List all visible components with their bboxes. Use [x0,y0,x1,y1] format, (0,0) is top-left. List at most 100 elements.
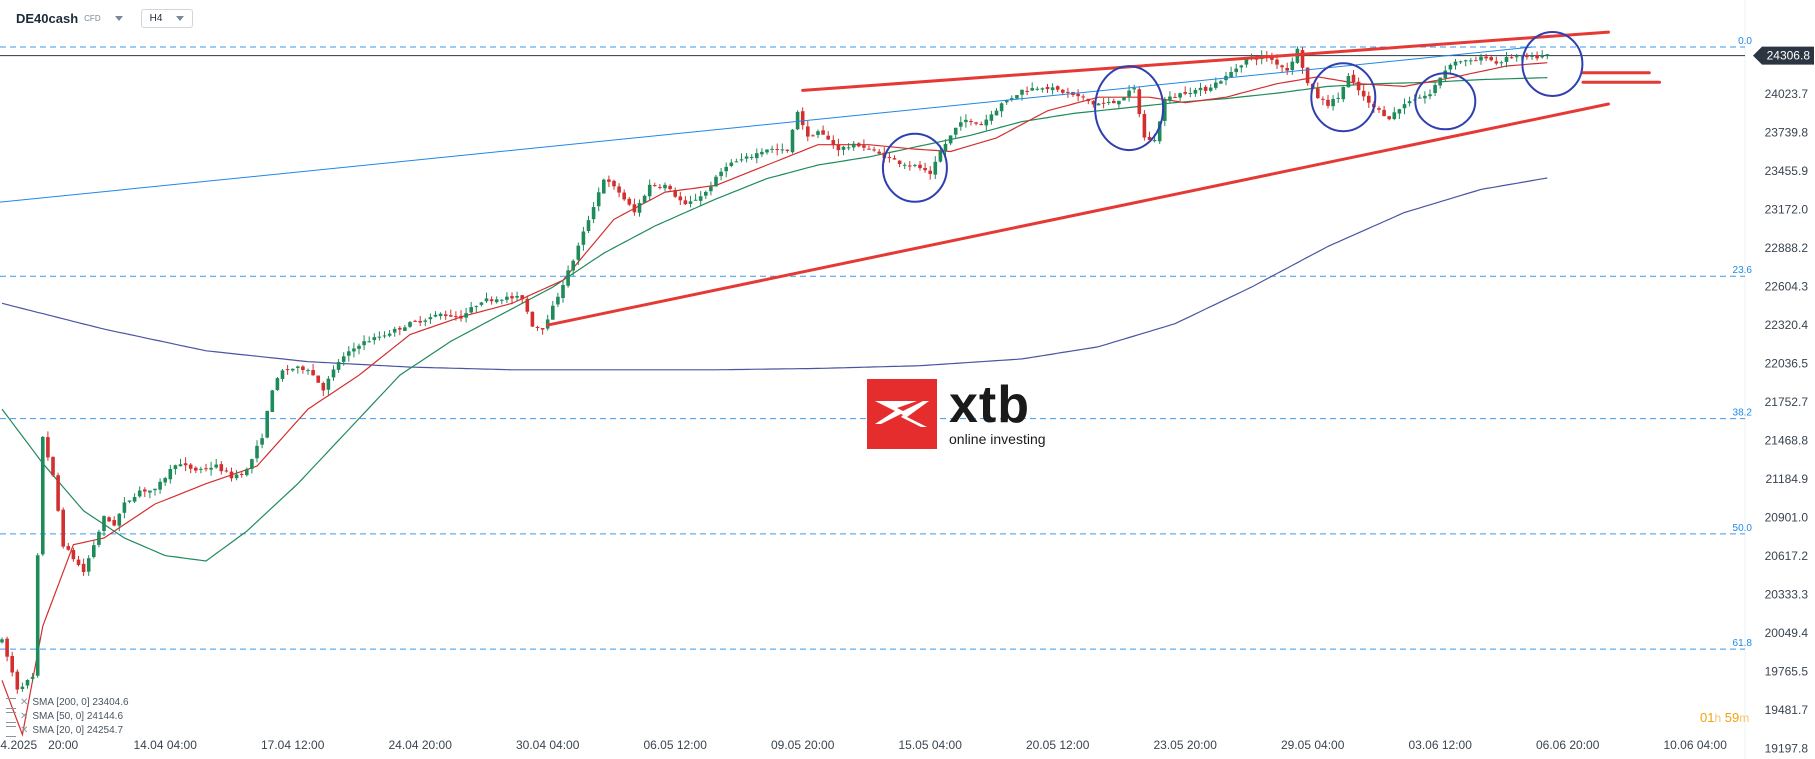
candle [1341,86,1346,100]
candle [1030,88,1034,91]
logo-word: xtb [949,376,1030,434]
candle [1137,89,1142,115]
candle [1254,58,1259,60]
candle [1377,108,1381,110]
candle [525,298,530,312]
candle [561,285,565,299]
candle [204,468,208,470]
legend-item[interactable]: ✕ SMA [20, 0] 24254.7 [6,724,129,738]
close-icon[interactable]: ✕ [20,711,29,722]
timeframe-selector[interactable]: H4 [140,9,194,28]
y-tick-label: 22320.4 [1765,318,1809,332]
symbol-selector[interactable]: DE40cash CFD [10,8,129,29]
candle [403,327,407,331]
candle [306,370,310,372]
candle [581,231,586,245]
candles-group [0,46,1550,694]
candle [1494,61,1499,64]
candle [556,296,560,305]
candle [1112,100,1116,104]
candle [714,176,718,187]
x-tick-label: 09.05 20:00 [771,738,835,752]
candle [56,475,60,511]
candle [1004,100,1009,103]
x-tick-label: 17.04 12:00 [261,738,325,752]
candle [1331,98,1335,107]
countdown-hours: 01 [1700,710,1715,725]
legend-item[interactable]: ✕ SMA [50, 0] 24144.6 [6,710,129,724]
candle [806,126,810,137]
candle [290,368,295,371]
candle [183,463,188,466]
candle [1402,104,1407,109]
candle [1214,82,1218,88]
legend-item[interactable]: ✕ SMA [200, 0] 23404.6 [6,696,129,710]
candle [331,369,336,378]
candle [566,270,570,286]
candle [719,171,723,177]
candle-countdown: 01h 59m [1700,710,1749,725]
candle [1076,93,1080,97]
candle [1361,90,1366,97]
candle [1020,89,1024,95]
candle [428,317,433,320]
y-tick-label: 23172.0 [1765,203,1809,217]
candle [1127,90,1131,97]
candle [1545,54,1550,56]
candle [408,322,412,327]
candle [1132,88,1136,90]
candle [586,220,591,232]
candle [163,478,167,483]
candle [668,185,672,190]
candle [1382,109,1386,117]
candle [1081,96,1085,98]
candle [800,111,805,126]
x-tick-label: 15.05 04:00 [898,738,962,752]
candle [10,656,14,673]
candle [443,314,448,316]
candle [347,351,351,356]
candle [1499,62,1504,64]
candle [1275,59,1279,65]
candle [938,150,943,162]
candle [362,341,366,346]
close-icon[interactable]: ✕ [20,697,29,708]
candle [15,671,20,690]
candle [1010,98,1014,100]
candle [336,362,341,370]
candle [46,437,50,458]
candle [265,410,269,438]
current-price-badge-bg [1753,46,1814,65]
candle [902,164,907,166]
candle [143,489,147,492]
close-icon[interactable]: ✕ [20,725,29,736]
candle [464,313,468,318]
x-tick-label: 24.04 20:00 [388,738,452,752]
candle [943,143,948,151]
candle [449,315,453,317]
candle [479,302,484,305]
candle [275,378,280,391]
candle [857,143,861,147]
candle [178,464,183,467]
fib-level-label: 38.2 [1733,408,1753,419]
candle [1061,89,1065,93]
y-tick-label: 20617.2 [1765,549,1809,563]
candle [71,550,76,560]
upper-channel-line [801,30,1610,92]
candle [25,679,30,686]
indicator-icon [6,697,16,709]
lower-channel-line [546,102,1610,327]
x-tick-label: 14.04 04:00 [133,738,197,752]
candle [433,314,438,317]
candle [122,502,127,513]
xtb-logo-mark-icon [867,379,937,449]
candle [0,639,4,643]
candle [653,185,657,187]
candle [999,103,1004,112]
candle [270,390,275,413]
candle [102,516,106,531]
x-tick-label: 06.06 20:00 [1536,738,1600,752]
candle [1540,55,1544,58]
